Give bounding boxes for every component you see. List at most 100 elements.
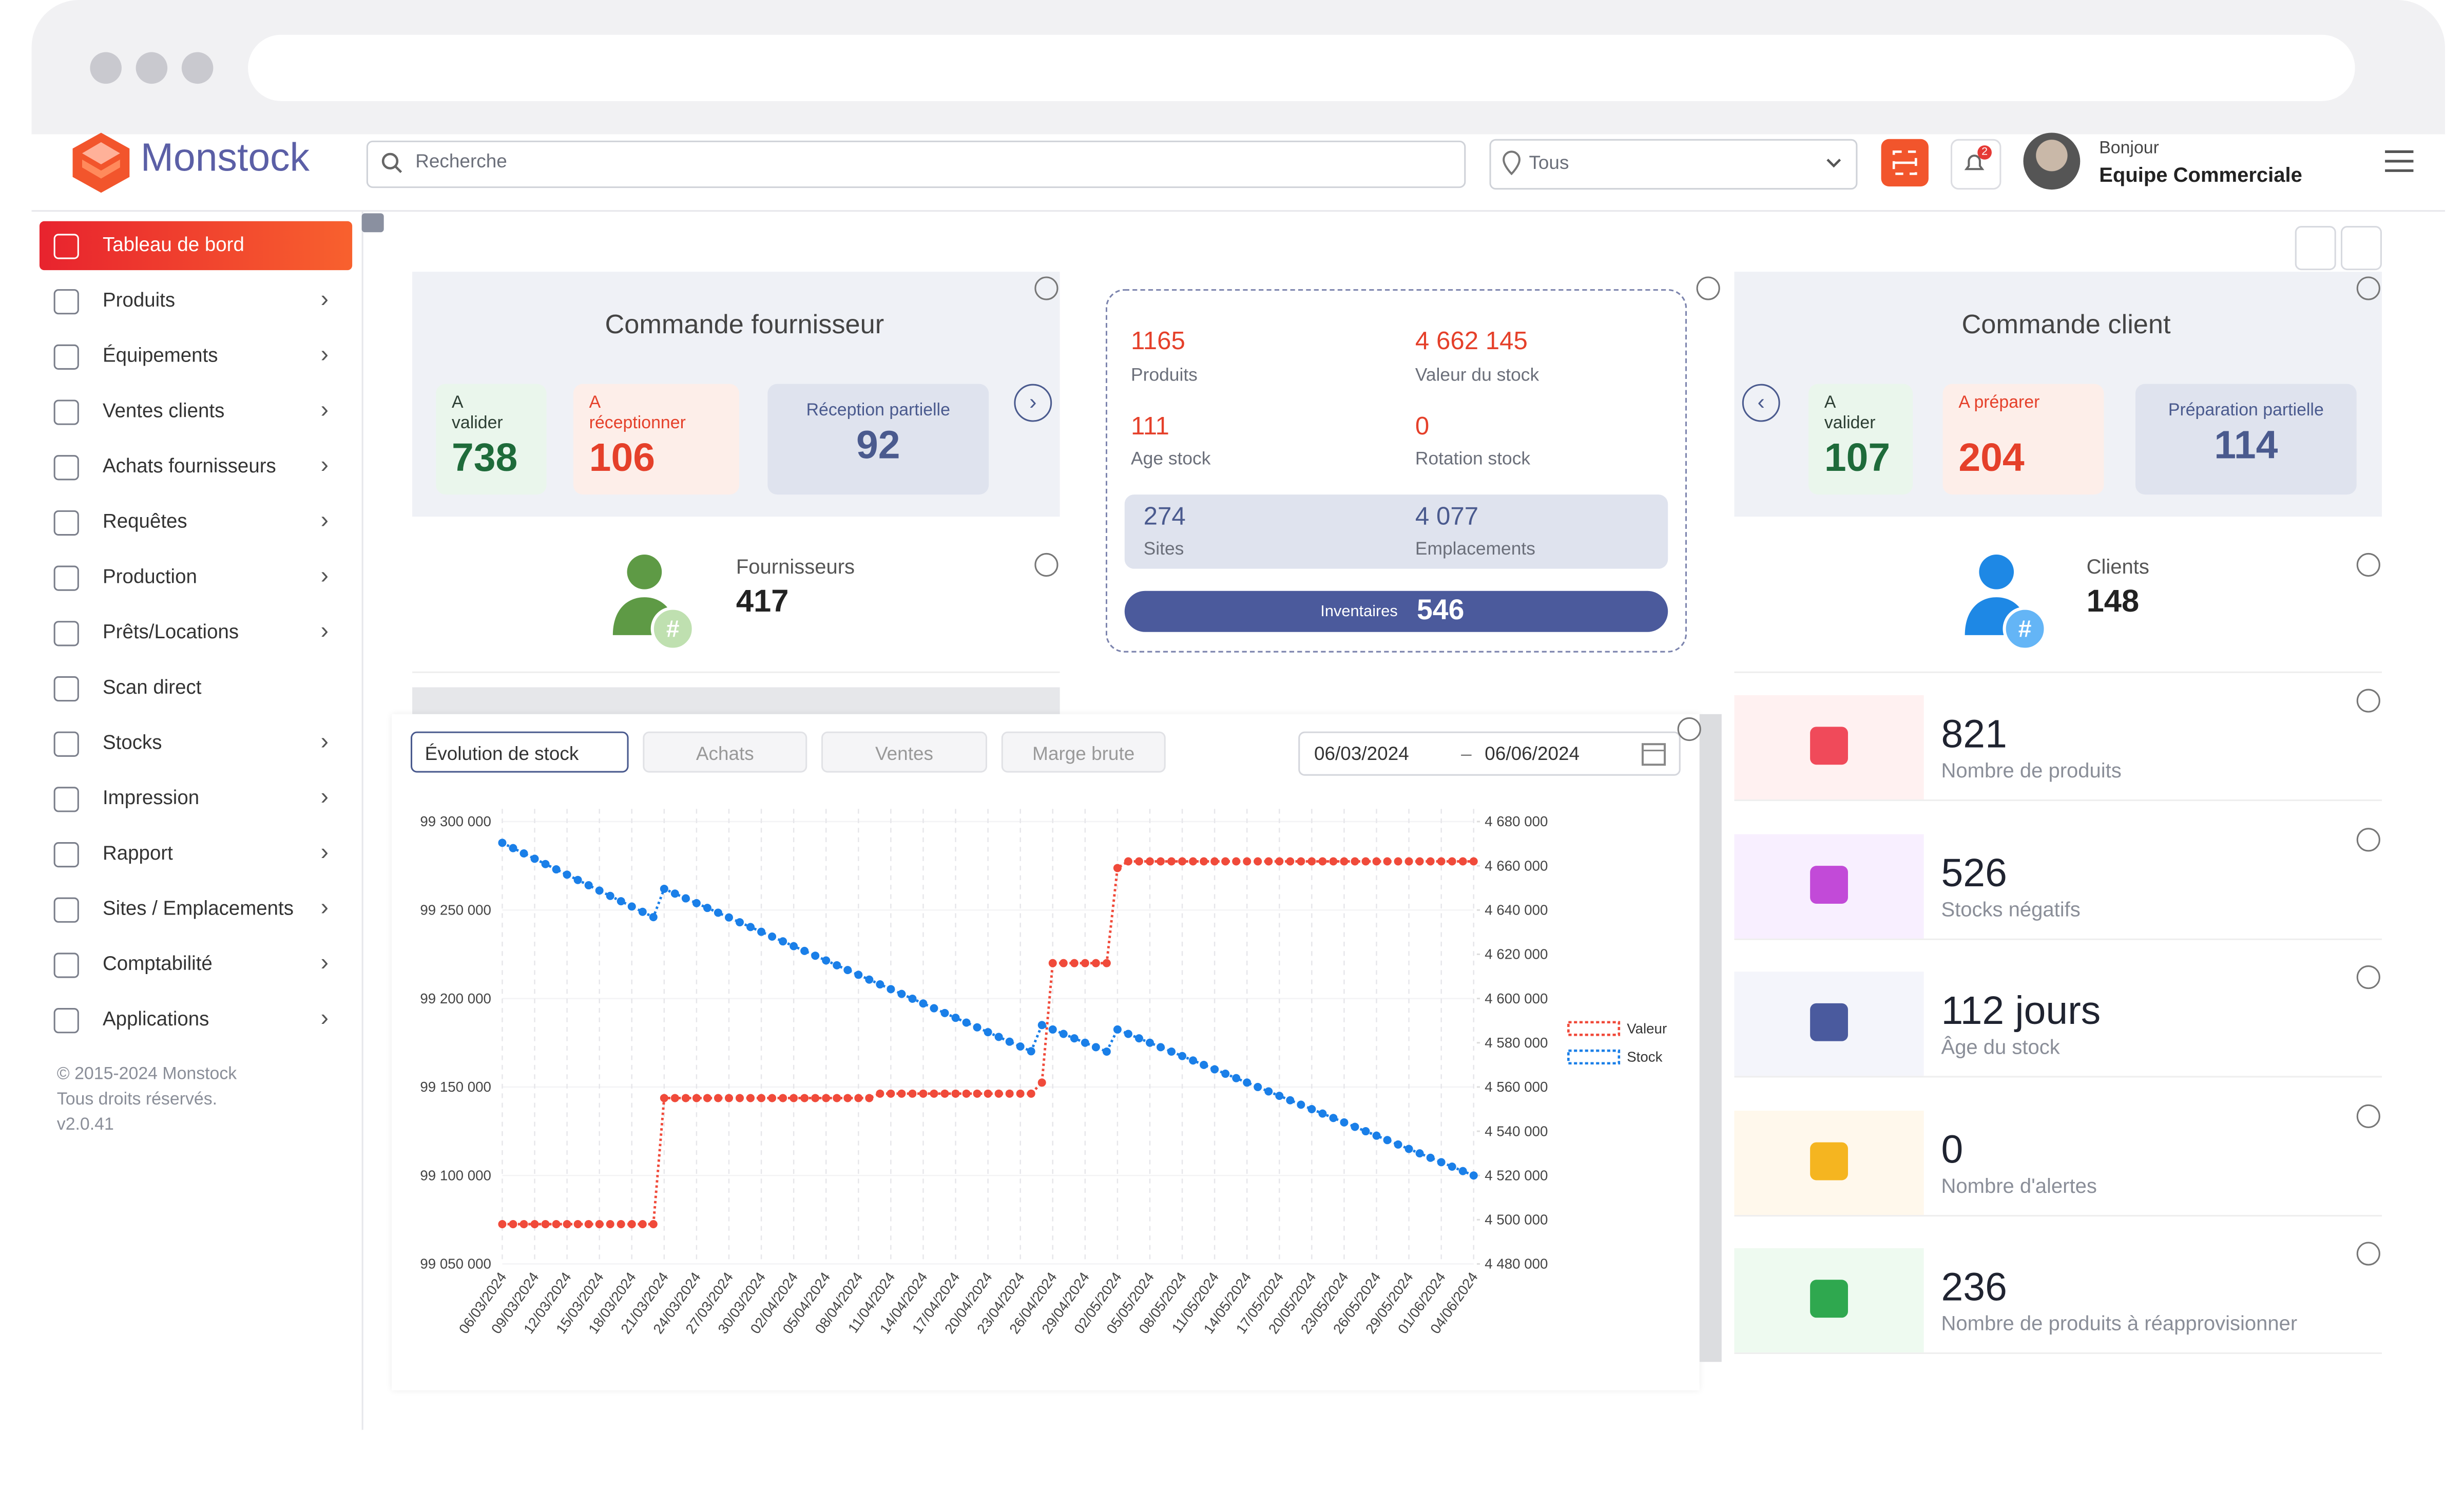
close-button[interactable] (2356, 827, 2380, 851)
data-point (973, 1089, 981, 1098)
data-point (1394, 1140, 1402, 1149)
data-point (865, 975, 874, 984)
data-point (1351, 857, 1359, 866)
date-range[interactable] (1298, 731, 1681, 776)
nav-item[interactable]: Applications (102, 1008, 209, 1031)
nav-item[interactable]: Équipements (102, 344, 218, 367)
data-point (573, 875, 582, 884)
close-button[interactable] (2356, 1242, 2380, 1266)
nav-item[interactable]: Tableau de bord (102, 234, 244, 256)
data-point (1415, 857, 1424, 866)
footer-line: v2.0.41 (56, 1115, 114, 1135)
nav-item[interactable]: Ventes clients (102, 399, 225, 422)
date-from[interactable]: 06/03/2024 (1314, 742, 1409, 765)
window-dot[interactable] (136, 52, 168, 84)
data-point (1426, 1153, 1435, 1162)
divider (361, 212, 363, 1430)
data-point (887, 1089, 895, 1098)
nav-item[interactable]: Requêtes (102, 510, 187, 532)
close-button[interactable] (2356, 965, 2380, 989)
nav-item[interactable]: Scan direct (102, 676, 202, 698)
next-button[interactable]: › (1014, 384, 1052, 422)
prev-button[interactable]: ‹ (1742, 384, 1780, 422)
close-button[interactable] (1034, 553, 1058, 577)
data-point (746, 923, 755, 931)
data-point (1113, 1025, 1122, 1034)
nav-item[interactable]: Achats fournisseurs (102, 455, 276, 478)
nav-item[interactable]: Production (102, 565, 197, 588)
tab[interactable]: Marge brute (1001, 731, 1166, 773)
active-item[interactable] (39, 221, 353, 271)
data-point (1221, 857, 1230, 866)
kpi-value: 526 (1941, 850, 2007, 896)
clients-label: Clients (2086, 554, 2149, 579)
data-point (1404, 857, 1413, 866)
nav-icon (53, 787, 79, 812)
tab[interactable]: Achats (643, 731, 807, 773)
close-button[interactable] (2356, 1103, 2380, 1128)
user-name[interactable]: Equipe Commerciale (2099, 162, 2302, 187)
tab[interactable]: Évolution de stock (410, 731, 629, 773)
close-button[interactable] (2356, 553, 2380, 577)
nav-item[interactable]: Prêts/Locations (102, 621, 239, 643)
data-point (1448, 857, 1456, 866)
nav-item[interactable]: Stocks (102, 731, 162, 754)
calendar-icon[interactable] (1640, 739, 1668, 768)
y-tick-label: 99 150 000 (420, 1079, 491, 1095)
add-widget-button[interactable] (2295, 225, 2336, 271)
menu-button[interactable] (2383, 148, 2415, 174)
close-button[interactable] (2356, 276, 2380, 300)
inventories-value: 546 (1416, 594, 1465, 626)
nav-item[interactable]: Impression (102, 787, 200, 809)
window-dot[interactable] (90, 52, 122, 84)
data-point (627, 1220, 636, 1228)
card-title: Commande fournisseur (605, 310, 884, 340)
data-point (833, 961, 841, 969)
legend-swatch (1567, 1021, 1621, 1036)
nav-item[interactable]: Produits (102, 289, 176, 312)
data-point (919, 999, 928, 1008)
window-dot[interactable] (181, 52, 214, 84)
data-point (1254, 1082, 1262, 1091)
location-select[interactable] (1489, 139, 1858, 190)
close-button[interactable] (1677, 717, 1701, 741)
nav-icon (53, 455, 79, 481)
data-point (541, 1220, 550, 1228)
nav-item[interactable]: Comptabilité (102, 953, 213, 975)
data-point (1189, 857, 1198, 866)
address-bar[interactable] (248, 34, 2355, 101)
data-point (1059, 1030, 1068, 1038)
nav-icon (53, 676, 79, 702)
inventories-button[interactable] (1124, 591, 1668, 632)
data-point (595, 1220, 604, 1228)
search-box[interactable] (366, 140, 1466, 188)
data-point (994, 1033, 1003, 1041)
data-point (563, 870, 571, 879)
data-point (1210, 857, 1219, 866)
nav-item[interactable]: Rapport (102, 842, 173, 865)
brand[interactable]: Monstock (140, 136, 310, 180)
tile-label: A préparer (1958, 393, 2040, 413)
collapse-button[interactable] (361, 213, 384, 233)
notification-button[interactable] (1950, 139, 2001, 190)
data-point (736, 1094, 744, 1102)
avatar[interactable] (2023, 132, 2081, 190)
data-point (779, 937, 787, 946)
nav-item[interactable]: Sites / Emplacements (102, 897, 294, 920)
date-to[interactable]: 06/06/2024 (1485, 742, 1580, 765)
data-point (1264, 1087, 1273, 1096)
close-button[interactable] (2356, 689, 2380, 713)
scrollbar[interactable] (1699, 714, 1722, 1362)
data-point (552, 1220, 561, 1228)
data-point (1145, 1038, 1154, 1047)
close-button[interactable] (1696, 276, 1720, 300)
tab[interactable]: Ventes (821, 731, 988, 773)
close-button[interactable] (1034, 276, 1058, 300)
data-point (1232, 857, 1241, 866)
settings-button[interactable] (2340, 225, 2382, 271)
date-separator: – (1461, 742, 1472, 765)
footer-line: © 2015-2024 Monstock (56, 1064, 237, 1084)
client-icon: # (1958, 550, 2047, 659)
data-point (1091, 1043, 1100, 1052)
data-point (1394, 857, 1402, 866)
